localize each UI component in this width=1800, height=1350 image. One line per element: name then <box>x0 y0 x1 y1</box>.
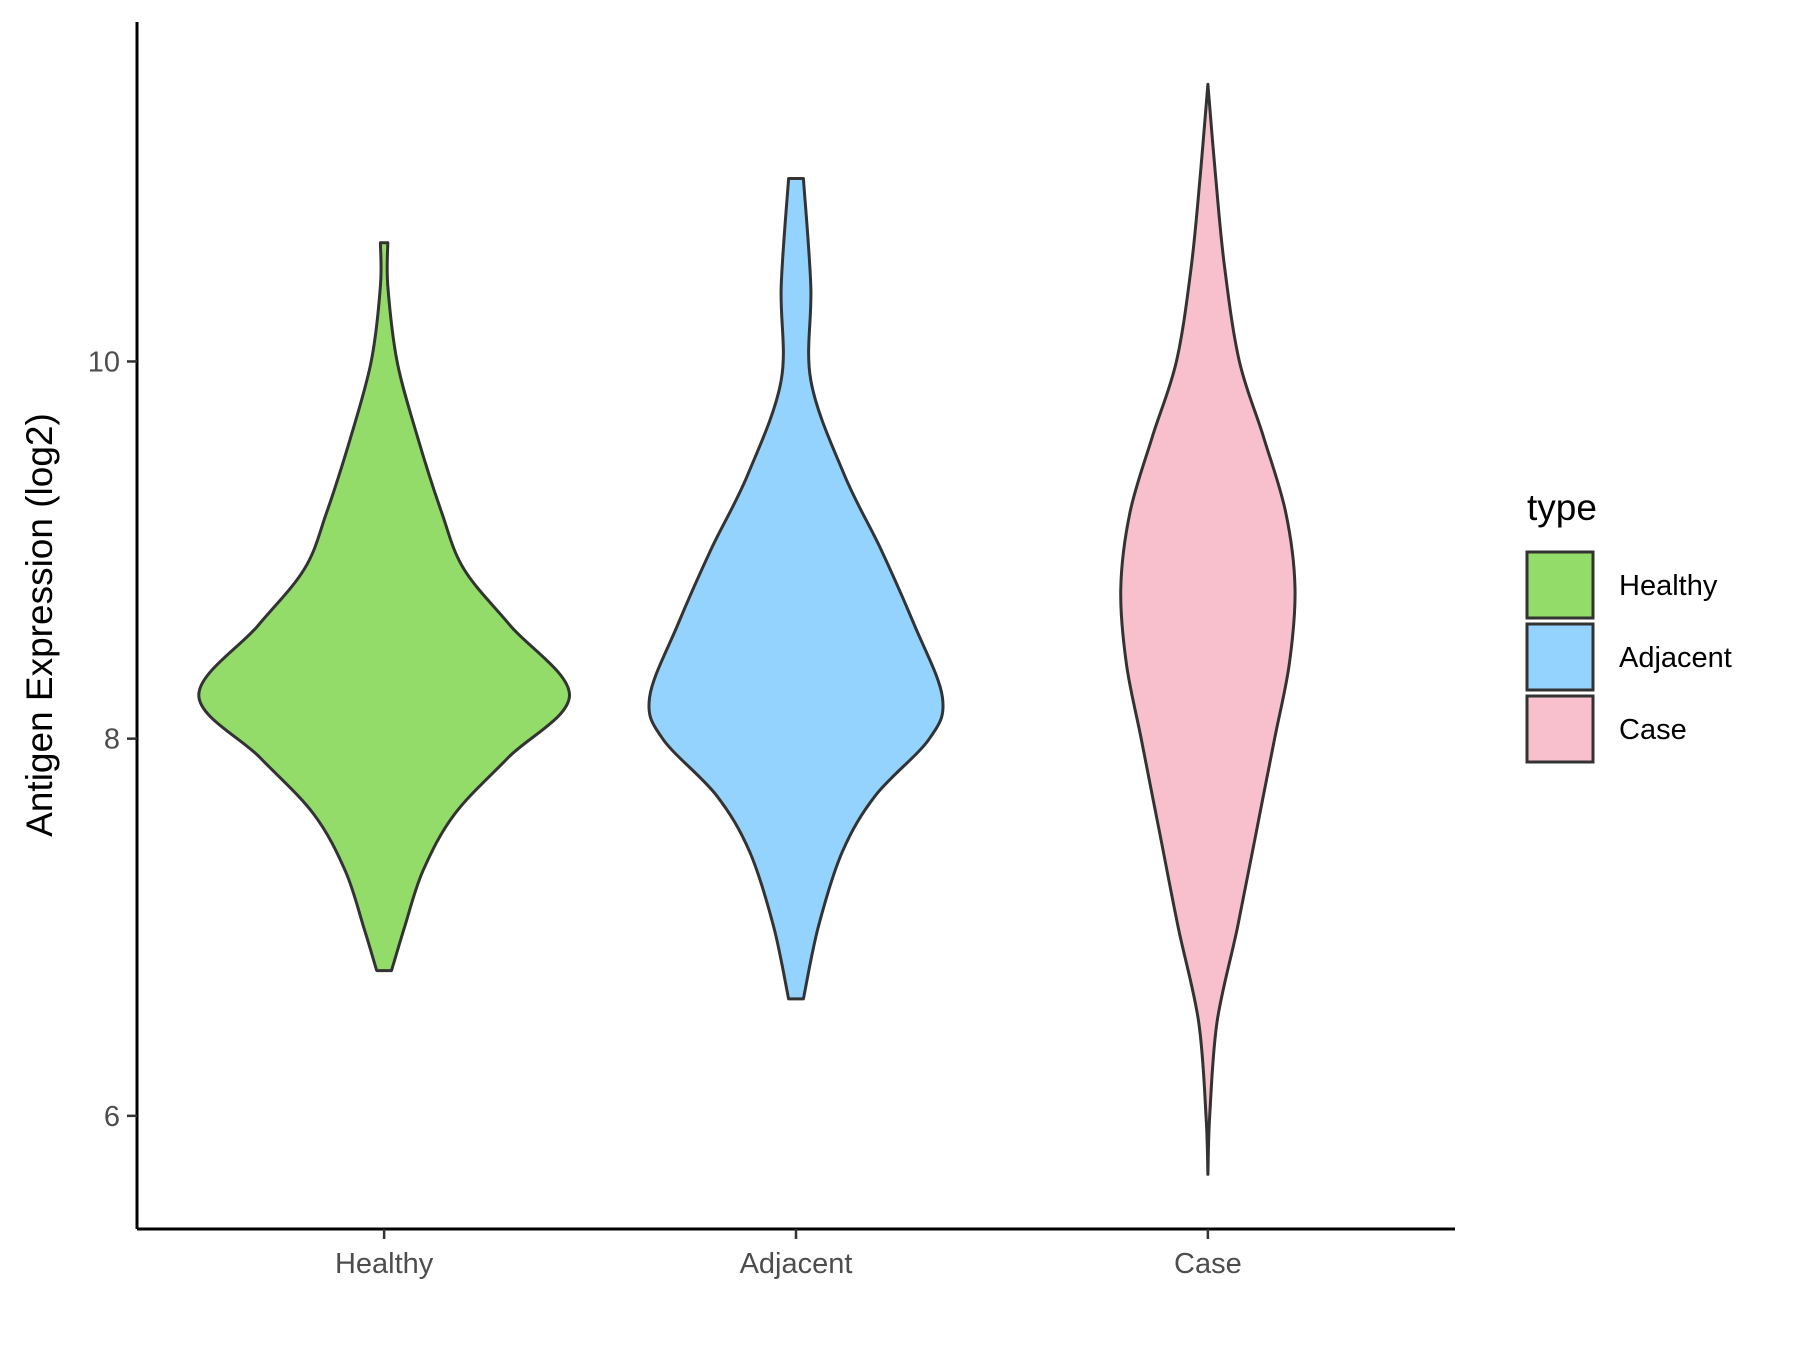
legend-entries: Healthy Adjacent Case <box>1525 550 1732 764</box>
legend-title: type <box>1527 487 1597 528</box>
violin-case <box>1119 82 1297 1176</box>
y-tick-label: 10 <box>88 346 120 378</box>
y-axis-ticks: 6 8 10 <box>88 346 137 1133</box>
violin-adjacent <box>647 177 945 1001</box>
legend-key-case <box>1525 694 1595 764</box>
x-tick-label: Adjacent <box>740 1248 853 1280</box>
legend-key-adjacent <box>1525 622 1595 692</box>
y-tick-label: 8 <box>104 724 120 756</box>
legend-label-healthy: Healthy <box>1619 570 1718 602</box>
violin-group <box>197 82 1297 1176</box>
x-tick-label: Healthy <box>335 1248 434 1280</box>
violin-healthy <box>197 241 572 973</box>
x-tick-label: Case <box>1174 1248 1242 1280</box>
legend-label-adjacent: Adjacent <box>1619 642 1732 674</box>
legend-key-healthy <box>1525 550 1595 620</box>
legend: type Healthy Adjacent Case <box>1525 487 1732 764</box>
y-tick-label: 6 <box>104 1101 120 1133</box>
y-axis-title: Antigen Expression (log2) <box>19 413 60 837</box>
x-axis-ticks: Healthy Adjacent Case <box>335 1229 1242 1280</box>
legend-label-case: Case <box>1619 714 1687 746</box>
